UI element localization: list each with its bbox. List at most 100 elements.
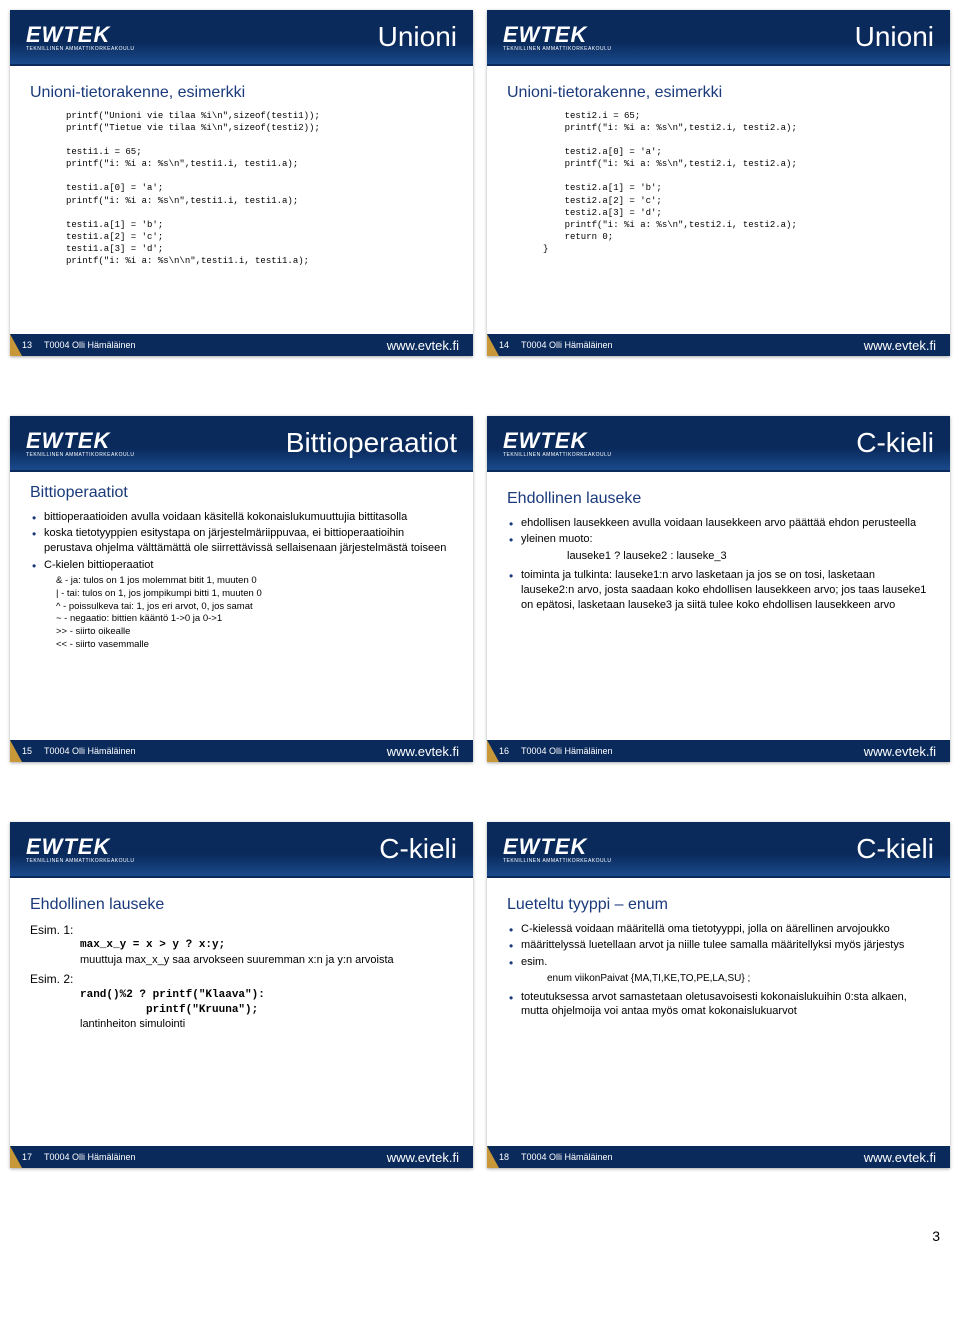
list-item: esim.	[507, 955, 930, 970]
sub-list: & - ja: tulos on 1 jos molemmat bitit 1,…	[30, 575, 453, 652]
footer-author: T0004 Olli Hämäläinen	[44, 340, 136, 350]
slide-header: EWTEK TEKNILLINEN AMMATTIKORKEAKOULU Uni…	[487, 10, 950, 66]
footer-accent	[487, 334, 499, 356]
example-label: Esim. 1:	[30, 922, 453, 938]
slide-title: Bittioperaatiot	[286, 427, 457, 459]
code-line: rand()%2 ? printf("Klaava"):	[80, 988, 453, 1003]
list-item: C-kielen bittioperaatiot	[30, 558, 453, 573]
list-item: koska tietotyyppien esitystapa on järjes…	[30, 526, 453, 556]
logo: EWTEK TEKNILLINEN AMMATTIKORKEAKOULU	[26, 428, 135, 458]
slide-body: Unioni-tietorakenne, esimerkki testi2.i …	[487, 66, 950, 334]
slide-header: EWTEK TEKNILLINEN AMMATTIKORKEAKOULU C-k…	[10, 822, 473, 878]
slide-footer: 18 T0004 Olli Hämäläinen www.evtek.fi	[487, 1146, 950, 1168]
slide-row: EWTEK TEKNILLINEN AMMATTIKORKEAKOULU Uni…	[10, 10, 950, 356]
list-item: ehdollisen lausekkeen avulla voidaan lau…	[507, 516, 930, 531]
slide-header: EWTEK TEKNILLINEN AMMATTIKORKEAKOULU Bit…	[10, 416, 473, 472]
slide-15: EWTEK TEKNILLINEN AMMATTIKORKEAKOULU Bit…	[10, 416, 473, 762]
slide-header: EWTEK TEKNILLINEN AMMATTIKORKEAKOULU C-k…	[487, 416, 950, 472]
slide-footer: 17 T0004 Olli Hämäläinen www.evtek.fi	[10, 1146, 473, 1168]
slide-body: Lueteltu tyyppi – enum C-kielessä voidaa…	[487, 878, 950, 1146]
logo-subtext: TEKNILLINEN AMMATTIKORKEAKOULU	[26, 46, 135, 52]
explain-text: muuttuja max_x_y saa arvokseen suuremman…	[80, 953, 453, 968]
list-item: C-kielessä voidaan määritellä oma tietot…	[507, 922, 930, 937]
slide-footer: 16 T0004 Olli Hämäläinen www.evtek.fi	[487, 740, 950, 762]
slide-body: Unioni-tietorakenne, esimerkki printf("U…	[10, 66, 473, 334]
slide-title: C-kieli	[856, 427, 934, 459]
footer-url: www.evtek.fi	[387, 744, 459, 759]
slide-header: EWTEK TEKNILLINEN AMMATTIKORKEAKOULU C-k…	[487, 822, 950, 878]
logo: EWTEK TEKNILLINEN AMMATTIKORKEAKOULU	[503, 22, 612, 52]
slide-17: EWTEK TEKNILLINEN AMMATTIKORKEAKOULU C-k…	[10, 822, 473, 1168]
slide-body: Ehdollinen lauseke Esim. 1: max_x_y = x …	[10, 878, 473, 1146]
slide-number: 17	[22, 1152, 32, 1162]
slide-number: 16	[499, 746, 509, 756]
logo-subtext: TEKNILLINEN AMMATTIKORKEAKOULU	[26, 858, 135, 864]
bullet-list: bittioperaatioiden avulla voidaan käsite…	[30, 510, 453, 573]
slide-heading: Bittioperaatiot	[30, 482, 453, 504]
slide-14: EWTEK TEKNILLINEN AMMATTIKORKEAKOULU Uni…	[487, 10, 950, 356]
explain-text: lantinheiton simulointi	[80, 1017, 453, 1032]
list-item: toteutuksessa arvot samastetaan oletusav…	[507, 990, 930, 1020]
slide-heading: Unioni-tietorakenne, esimerkki	[30, 82, 453, 104]
slide-footer: 14 T0004 Olli Hämäläinen www.evtek.fi	[487, 334, 950, 356]
slide-title: C-kieli	[379, 833, 457, 865]
slide-header: EWTEK TEKNILLINEN AMMATTIKORKEAKOULU Uni…	[10, 10, 473, 66]
bullet-list: toiminta ja tulkinta: lauseke1:n arvo la…	[507, 568, 930, 613]
footer-url: www.evtek.fi	[864, 1150, 936, 1165]
logo: EWTEK TEKNILLINEN AMMATTIKORKEAKOULU	[503, 834, 612, 864]
list-item: ^ - poissulkeva tai: 1, jos eri arvot, 0…	[30, 601, 453, 614]
slide-number: 18	[499, 1152, 509, 1162]
slide-body: Ehdollinen lauseke ehdollisen lausekkeen…	[487, 472, 950, 740]
footer-url: www.evtek.fi	[387, 1150, 459, 1165]
example-label: Esim. 2:	[30, 971, 453, 987]
bullet-list: C-kielessä voidaan määritellä oma tietot…	[507, 922, 930, 971]
page: EWTEK TEKNILLINEN AMMATTIKORKEAKOULU Uni…	[10, 10, 950, 1244]
slide-number: 15	[22, 746, 32, 756]
list-item: | - tai: tulos on 1, jos jompikumpi bitt…	[30, 588, 453, 601]
slide-footer: 13 T0004 Olli Hämäläinen www.evtek.fi	[10, 334, 473, 356]
logo-text: EWTEK	[26, 22, 135, 48]
logo: EWTEK TEKNILLINEN AMMATTIKORKEAKOULU	[503, 428, 612, 458]
logo-text: EWTEK	[503, 428, 612, 454]
slide-heading: Ehdollinen lauseke	[30, 894, 453, 916]
slide-title: Unioni	[855, 21, 934, 53]
slide-body: Bittioperaatiot bittioperaatioiden avull…	[10, 472, 473, 740]
slide-18: EWTEK TEKNILLINEN AMMATTIKORKEAKOULU C-k…	[487, 822, 950, 1168]
logo: EWTEK TEKNILLINEN AMMATTIKORKEAKOULU	[26, 834, 135, 864]
logo-text: EWTEK	[503, 834, 612, 860]
list-item: ~ - negaatio: bittien kääntö 1->0 ja 0->…	[30, 613, 453, 626]
footer-accent	[10, 740, 22, 762]
footer-url: www.evtek.fi	[387, 338, 459, 353]
footer-author: T0004 Olli Hämäläinen	[44, 1152, 136, 1162]
footer-author: T0004 Olli Hämäläinen	[521, 746, 613, 756]
slide-heading: Lueteltu tyyppi – enum	[507, 894, 930, 916]
slide-number: 14	[499, 340, 509, 350]
bullet-list: toteutuksessa arvot samastetaan oletusav…	[507, 990, 930, 1020]
footer-author: T0004 Olli Hämäläinen	[521, 1152, 613, 1162]
indent-text: lauseke1 ? lauseke2 : lauseke_3	[567, 549, 930, 564]
slide-heading: Unioni-tietorakenne, esimerkki	[507, 82, 930, 104]
slide-number: 13	[22, 340, 32, 350]
page-number: 3	[10, 1228, 950, 1244]
list-item: määrittelyssä luetellaan arvot ja niille…	[507, 938, 930, 953]
slide-13: EWTEK TEKNILLINEN AMMATTIKORKEAKOULU Uni…	[10, 10, 473, 356]
footer-author: T0004 Olli Hämäläinen	[521, 340, 613, 350]
bullet-list: ehdollisen lausekkeen avulla voidaan lau…	[507, 516, 930, 548]
slide-footer: 15 T0004 Olli Hämäläinen www.evtek.fi	[10, 740, 473, 762]
logo: EWTEK TEKNILLINEN AMMATTIKORKEAKOULU	[26, 22, 135, 52]
slide-title: Unioni	[378, 21, 457, 53]
footer-accent	[487, 740, 499, 762]
footer-accent	[10, 1146, 22, 1168]
footer-accent	[10, 334, 22, 356]
list-item: yleinen muoto:	[507, 532, 930, 547]
logo-subtext: TEKNILLINEN AMMATTIKORKEAKOULU	[503, 46, 612, 52]
logo-subtext: TEKNILLINEN AMMATTIKORKEAKOULU	[503, 858, 612, 864]
list-item: >> - siirto oikealle	[30, 626, 453, 639]
footer-author: T0004 Olli Hämäläinen	[44, 746, 136, 756]
code-line: max_x_y = x > y ? x:y;	[80, 938, 453, 953]
list-item: << - siirto vasemmalle	[30, 639, 453, 652]
footer-url: www.evtek.fi	[864, 744, 936, 759]
slide-row: EWTEK TEKNILLINEN AMMATTIKORKEAKOULU Bit…	[10, 416, 950, 762]
code-line: printf("Kruuna");	[80, 1003, 453, 1018]
code-block: printf("Unioni vie tilaa %i\n",sizeof(te…	[66, 110, 453, 268]
